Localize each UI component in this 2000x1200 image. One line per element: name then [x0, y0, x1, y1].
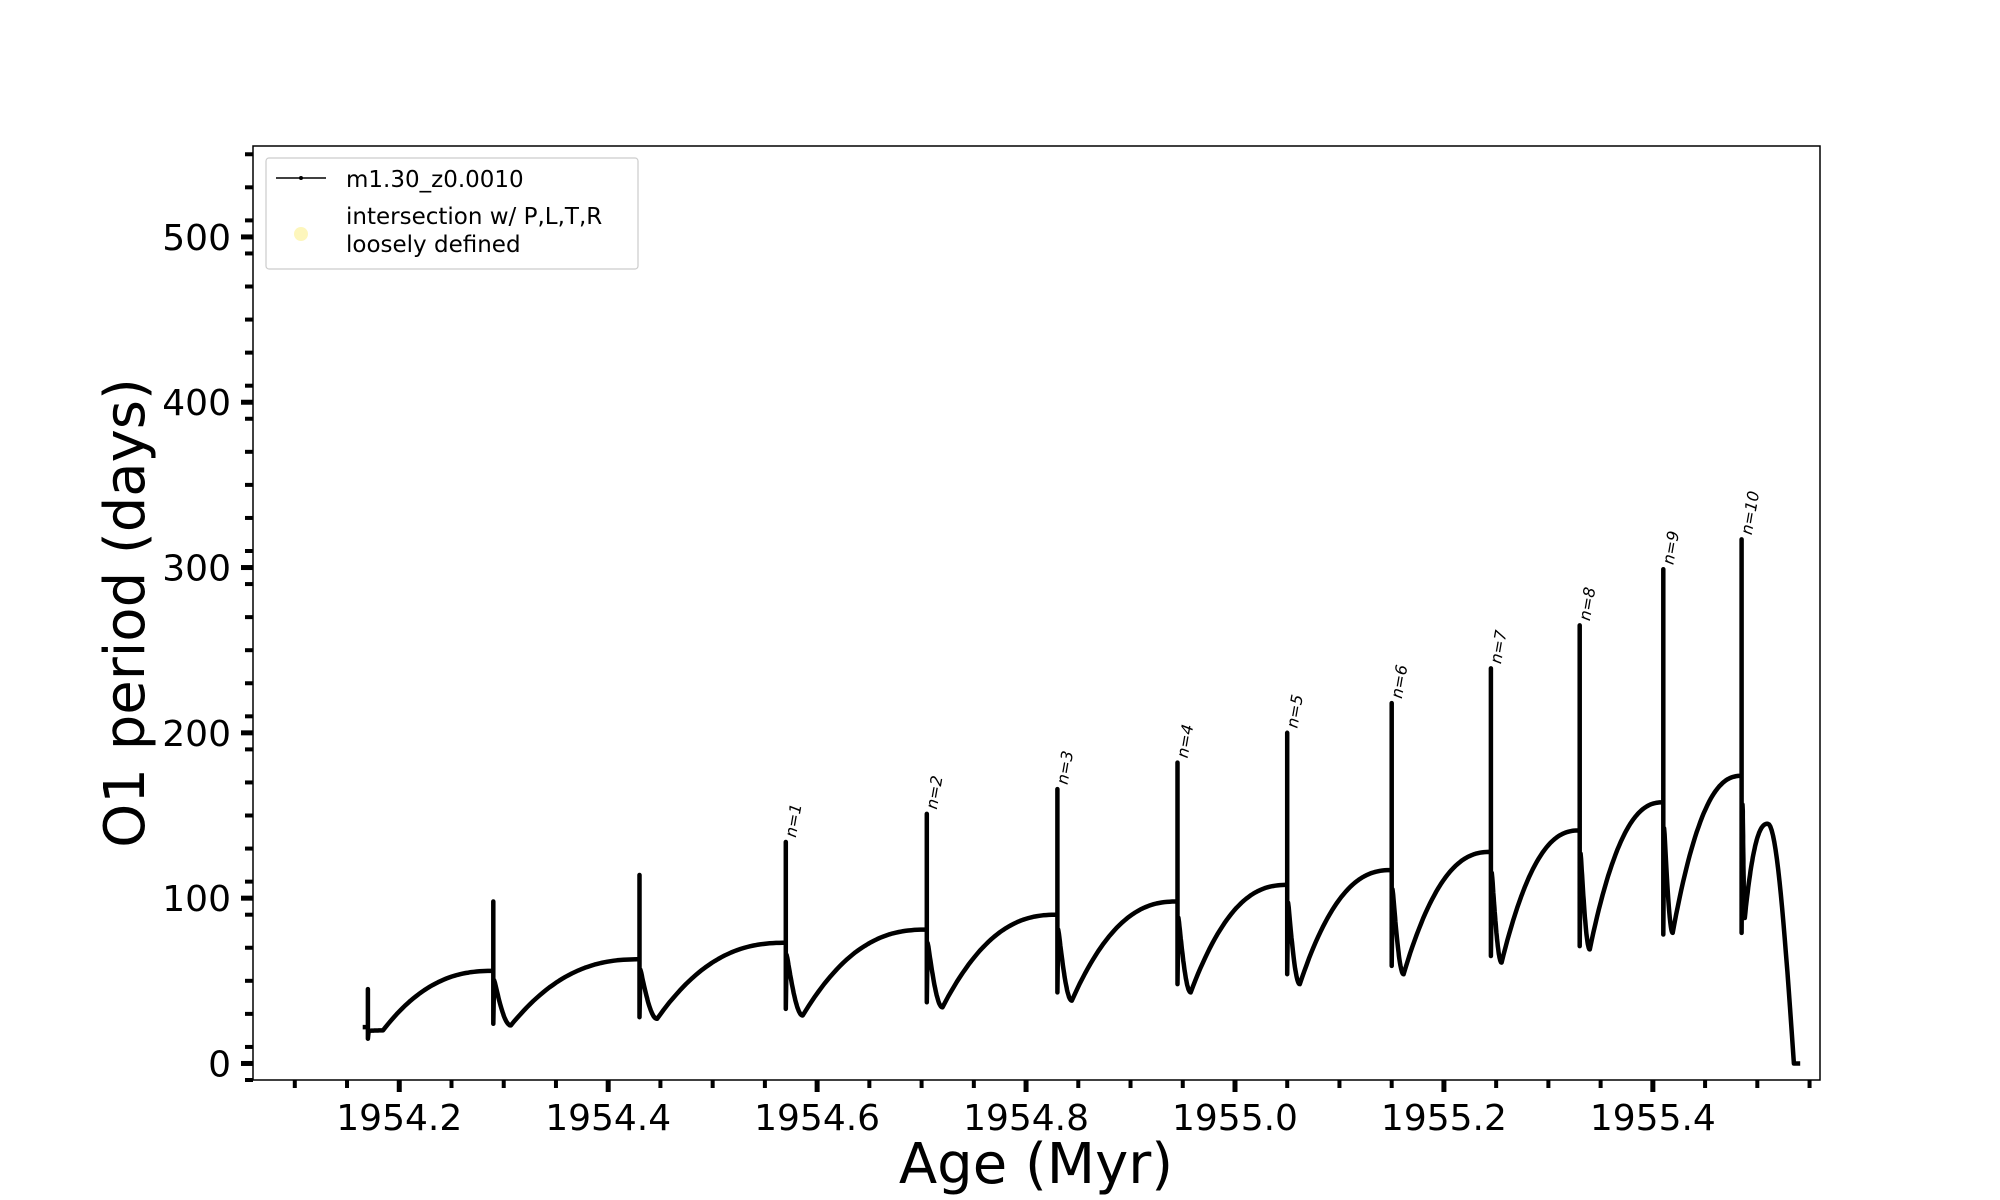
y-tick-label: 200 [162, 714, 231, 755]
x-tick-label: 1955.4 [1590, 1098, 1716, 1139]
y-axis: 0 100 200 300 400 500 [162, 152, 253, 1085]
y-tick-label: 300 [162, 549, 231, 590]
series-line [362, 537, 1801, 1066]
x-tick-label: 1955.2 [1381, 1098, 1507, 1139]
y-tick-label: 500 [162, 218, 231, 259]
x-tick-label: 1954.4 [545, 1098, 671, 1139]
series-layer [362, 537, 1801, 1066]
legend-box [265, 157, 639, 270]
legend-label-line: loosely defined [346, 232, 521, 258]
x-tick-label: 1954.8 [963, 1098, 1089, 1139]
legend-intersection-marker [294, 227, 308, 241]
plot-area [252, 145, 1821, 1081]
x-axis-label: Age (Myr) [899, 1132, 1173, 1197]
legend-label-series: m1.30_z0.0010 [346, 167, 524, 193]
legend: m1.30_z0.0010 intersection w/ P,L,T,R loo… [265, 157, 639, 270]
legend-label-line: intersection w/ P,L,T,R [346, 204, 602, 230]
x-tick-label: 1954.2 [336, 1098, 462, 1139]
x-axis: 1954.2 1954.4 1954.6 1954.8 1955.0 1955.2 1955… [292, 1080, 1812, 1139]
x-tick-label: 1955.0 [1172, 1098, 1298, 1139]
legend-label-intersection: intersection w/ P,L,T,R loosely defined [346, 204, 602, 258]
y-tick-label: 400 [162, 383, 231, 424]
y-tick-label: 0 [208, 1044, 231, 1085]
y-axis-label: O1 period (days) [93, 378, 158, 848]
y-tick-label: 100 [162, 879, 231, 920]
x-tick-label: 1954.6 [754, 1098, 880, 1139]
legend-series-marker [299, 176, 303, 180]
